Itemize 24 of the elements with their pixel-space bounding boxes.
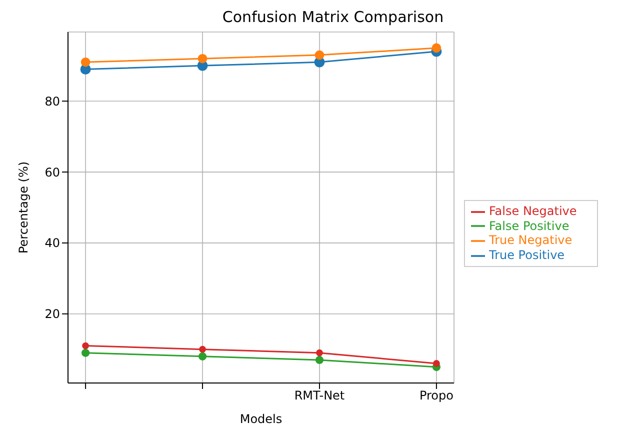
legend-label: False Positive [489,218,570,233]
legend-label: True Positive [489,248,565,262]
point [81,348,90,357]
x-axis-title: Models [240,412,282,426]
legend-label: False Negative [489,204,577,218]
y-tick-label: 80 [44,94,60,108]
point [80,57,90,67]
x-tick-label: Propo [419,388,454,403]
point [82,342,89,350]
chart-title: Confusion Matrix Comparison [221,8,445,26]
point [199,346,206,353]
point [315,356,324,364]
point [432,43,442,53]
point [433,360,440,367]
x-tick-label: RMT-Net [294,388,345,403]
y-tick-label: 60 [44,165,60,180]
point [316,349,323,356]
point [198,352,207,360]
y-tick-label: 40 [44,236,60,250]
point [198,54,208,64]
point [314,50,324,60]
y-tick-label: 20 [44,307,60,322]
legend-label: True Negative [489,233,572,248]
y-axis-title: Percentage (%) [16,161,30,254]
